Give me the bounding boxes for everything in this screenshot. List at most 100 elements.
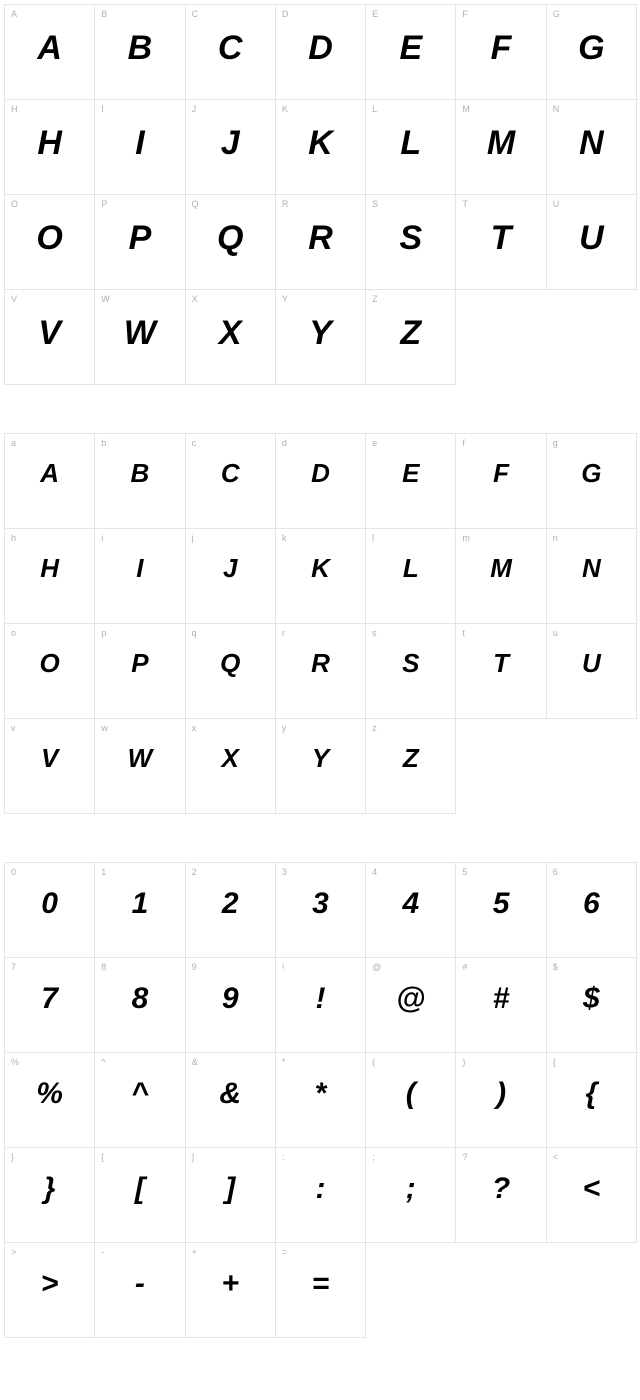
glyph-cell: 99 (185, 957, 276, 1053)
cell-glyph: M (456, 126, 545, 160)
cell-glyph: A (5, 460, 94, 486)
glyph-cell: eE (365, 433, 456, 529)
cell-key-label: c (192, 438, 197, 448)
cell-glyph: ^ (95, 1079, 184, 1109)
cell-key-label: ( (372, 1057, 375, 1067)
glyph-cell: oO (4, 623, 95, 719)
cell-glyph: # (456, 984, 545, 1014)
cell-glyph: H (5, 555, 94, 581)
cell-key-label: z (372, 723, 377, 733)
cell-key-label: 1 (101, 867, 106, 877)
glyph-cell: :: (275, 1147, 366, 1243)
glyph-cell: HH (4, 99, 95, 195)
cell-glyph: Q (186, 650, 275, 676)
cell-glyph: J (186, 126, 275, 160)
cell-glyph: $ (547, 984, 636, 1014)
glyph-cell: FF (455, 4, 546, 100)
cell-key-label: 9 (192, 962, 197, 972)
cell-glyph: G (547, 460, 636, 486)
cell-glyph: L (366, 555, 455, 581)
cell-glyph: U (547, 221, 636, 255)
cell-key-label: T (462, 199, 468, 209)
cell-key-label: r (282, 628, 285, 638)
cell-glyph: 3 (276, 889, 365, 919)
cell-key-label: = (282, 1247, 287, 1257)
cell-key-label: Q (192, 199, 199, 209)
glyph-chart: AABBCCDDEEFFGGHHIIJJKKLLMMNNOOPPQQRRSSTT… (4, 4, 636, 1338)
cell-glyph: L (366, 126, 455, 160)
cell-glyph: S (366, 650, 455, 676)
glyph-cell: ++ (185, 1242, 276, 1338)
glyph-cell: AA (4, 4, 95, 100)
cell-key-label: x (192, 723, 197, 733)
glyph-cell: WW (94, 289, 185, 385)
cell-glyph: ! (276, 984, 365, 1014)
cell-glyph: R (276, 650, 365, 676)
glyph-cell (546, 289, 636, 385)
glyph-cell: JJ (185, 99, 276, 195)
cell-glyph: 2 (186, 889, 275, 919)
glyph-cell: ** (275, 1052, 366, 1148)
cell-key-label: Y (282, 294, 288, 304)
cell-glyph: F (456, 460, 545, 486)
cell-glyph: ( (366, 1079, 455, 1109)
cell-key-label: E (372, 9, 378, 19)
glyph-cell: nN (546, 528, 637, 624)
glyph-cell: @@ (365, 957, 456, 1053)
cell-key-label: w (101, 723, 108, 733)
cell-key-label: > (11, 1247, 16, 1257)
cell-key-label: I (101, 104, 104, 114)
cell-glyph: H (5, 126, 94, 160)
cell-key-label: # (462, 962, 467, 972)
glyph-cell: mM (455, 528, 546, 624)
cell-key-label: U (553, 199, 560, 209)
cell-key-label: V (11, 294, 17, 304)
cell-key-label: B (101, 9, 107, 19)
glyph-cell (546, 1242, 636, 1338)
cell-glyph: ; (366, 1174, 455, 1204)
cell-glyph: S (366, 221, 455, 255)
glyph-cell: }} (4, 1147, 95, 1243)
cell-key-label: ) (462, 1057, 465, 1067)
cell-glyph: O (5, 650, 94, 676)
cell-glyph: C (186, 31, 275, 65)
cell-key-label: L (372, 104, 377, 114)
glyph-cell: VV (4, 289, 95, 385)
cell-glyph: U (547, 650, 636, 676)
cell-key-label: F (462, 9, 468, 19)
glyph-cell: YY (275, 289, 366, 385)
cell-key-label: m (462, 533, 470, 543)
cell-key-label: 7 (11, 962, 16, 972)
cell-glyph: P (95, 221, 184, 255)
glyph-cell (455, 1242, 545, 1338)
cell-glyph: G (547, 31, 636, 65)
glyph-cell: 44 (365, 862, 456, 958)
glyph-cell: bB (94, 433, 185, 529)
glyph-cell: EE (365, 4, 456, 100)
glyph-cell: ?? (455, 1147, 546, 1243)
cell-key-label: 5 (462, 867, 467, 877)
cell-key-label: & (192, 1057, 198, 1067)
cell-glyph: : (276, 1174, 365, 1204)
cell-glyph: T (456, 650, 545, 676)
cell-key-label: - (101, 1247, 104, 1257)
cell-key-label: ? (462, 1152, 467, 1162)
glyph-cell: (( (365, 1052, 456, 1148)
cell-key-label: X (192, 294, 198, 304)
cell-key-label: 4 (372, 867, 377, 877)
cell-key-label: i (101, 533, 103, 543)
section-symbols: 00112233445566778899!!@@##$$%%^^&&**(())… (4, 862, 636, 1338)
cell-key-label: @ (372, 962, 381, 972)
cell-glyph: @ (366, 984, 455, 1014)
cell-glyph: > (5, 1269, 94, 1299)
glyph-cell (455, 718, 545, 814)
cell-key-label: v (11, 723, 16, 733)
cell-key-label: g (553, 438, 558, 448)
glyph-cell: TT (455, 194, 546, 290)
glyph-cell: RR (275, 194, 366, 290)
cell-key-label: a (11, 438, 16, 448)
glyph-cell: [[ (94, 1147, 185, 1243)
cell-glyph: Q (186, 221, 275, 255)
glyph-cell: zZ (365, 718, 456, 814)
cell-glyph: F (456, 31, 545, 65)
